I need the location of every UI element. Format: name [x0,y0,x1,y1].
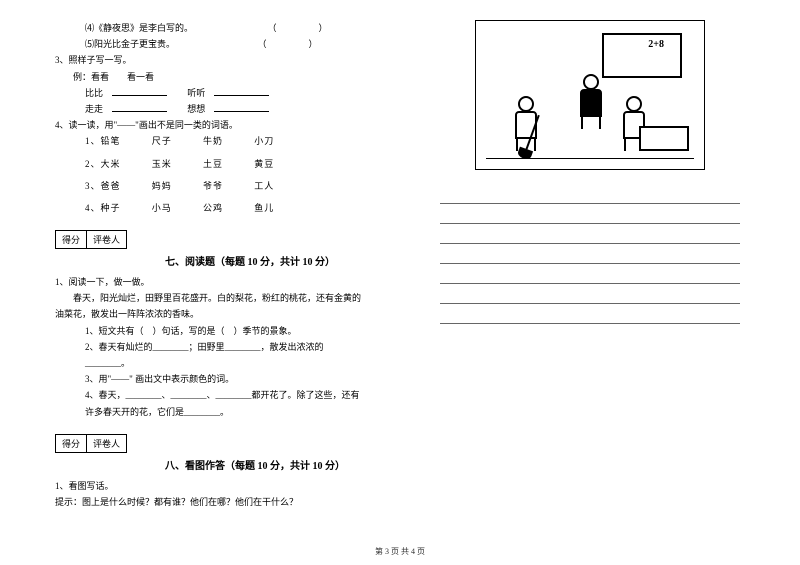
blank [214,102,269,112]
r2b: 想想 [187,104,205,114]
blackboard-icon [602,33,682,78]
writing-line [440,284,740,304]
read-q2: 2、春天有灿烂的________；田野里________，散发出浓浓的_____… [55,339,365,371]
fill-row-1: 比比 听听 [55,85,365,101]
word-row-4: 4、种子 小马 公鸡 鱼儿 [55,200,365,216]
word-row-1: 1、铅笔 尺子 牛奶 小刀 [55,133,365,149]
desk-icon [639,126,689,151]
statement-4: ⑷《静夜思》是李白写的。 （ ） [55,20,365,36]
read-intro: 1、阅读一下，做一做。 [55,274,365,290]
w: 3、爸爸 [85,178,121,194]
r1a: 比比 [85,88,103,98]
writing-line [440,184,740,204]
r2a: 走走 [85,104,103,114]
classroom-illustration: 2+8 [475,20,705,170]
statement-5: ⑸阳光比金子更宝贵。 （ ） [55,36,365,52]
w: 妈妈 [152,178,172,194]
w: 2、大米 [85,156,121,172]
floor-line [486,158,694,159]
section-8-title: 八、看图作答（每题 10 分，共计 10 分） [55,457,365,472]
passage-text: 春天，阳光灿烂，田野里百花盛开。白的梨花，粉红的桃花，还有金黄的油菜花，散发出一… [55,290,365,322]
w: 土豆 [203,156,223,172]
write-q1: 1、看图写话。 [55,478,365,494]
blank [112,86,167,96]
item-4-title: 4、读一读，用"——"画出不是同一类的词语。 [55,117,365,133]
w: 玉米 [152,156,172,172]
w: 牛奶 [203,133,223,149]
read-q3: 3、用"——" 画出文中表示颜色的词。 [55,371,365,387]
left-column: ⑷《静夜思》是李白写的。 （ ） ⑸阳光比金子更宝贵。 （ ） 3、照样子写一写… [0,0,400,530]
w: 工人 [254,178,274,194]
example-line: 例：看看 看一看 [55,69,365,85]
w: 爷爷 [203,178,223,194]
writing-line [440,244,740,264]
grader-label: 评卷人 [87,435,126,452]
q5-text: ⑸阳光比金子更宝贵。 [85,39,175,49]
read-q1: 1、短文共有（ ）句话，写的是（ ）季节的景象。 [55,323,365,339]
write-hint: 提示：图上是什么时候？都有谁？他们在哪？他们在干什么？ [55,494,365,510]
q5-paren: （ ） [258,39,326,49]
board-text: 2+8 [648,39,664,50]
w: 1、铅笔 [85,133,121,149]
word-row-3: 3、爸爸 妈妈 爷爷 工人 [55,178,365,194]
blank [112,102,167,112]
grader-label: 评卷人 [87,231,126,248]
score-label: 得分 [56,435,87,452]
w: 公鸡 [203,200,223,216]
w: 4、种子 [85,200,121,216]
w: 小刀 [254,133,274,149]
w: 尺子 [152,133,172,149]
child-at-board-icon [576,74,606,129]
score-label: 得分 [56,231,87,248]
writing-line [440,224,740,244]
r1b: 听听 [187,88,205,98]
q4-paren: （ ） [268,23,336,33]
w: 鱼儿 [254,200,274,216]
w: 黄豆 [254,156,274,172]
writing-line [440,264,740,284]
right-column: 2+8 [400,0,800,530]
score-box-8: 得分 评卷人 [55,434,127,453]
writing-line [440,204,740,224]
blank [214,86,269,96]
read-q4: 4、春天，________、________、________都开花了。除了这些… [55,387,365,419]
writing-line [440,304,740,324]
item-3-title: 3、照样子写一写。 [55,52,365,68]
section-7-title: 七、阅读题（每题 10 分，共计 10 分） [55,253,365,268]
page-footer: 第 3 页 共 4 页 [0,546,800,557]
w: 小马 [152,200,172,216]
word-row-2: 2、大米 玉米 土豆 黄豆 [55,156,365,172]
q4-text: ⑷《静夜思》是李白写的。 [85,23,193,33]
score-box-7: 得分 评卷人 [55,230,127,249]
fill-row-2: 走走 想想 [55,101,365,117]
